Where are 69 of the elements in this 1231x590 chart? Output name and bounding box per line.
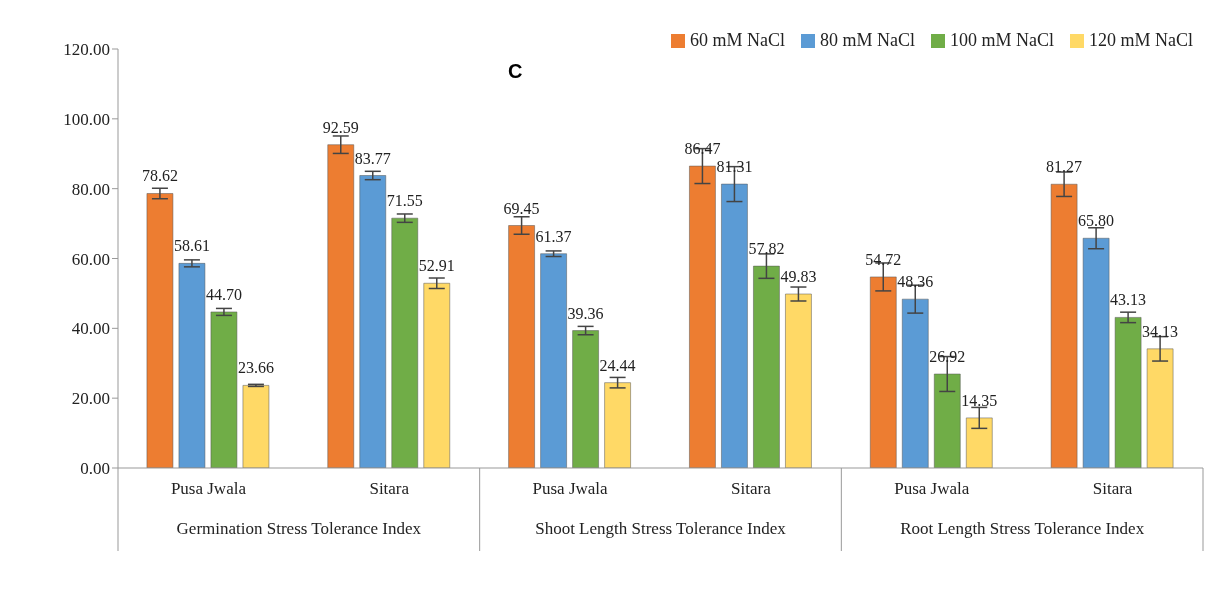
bar — [242, 385, 270, 468]
y-tick-label: 80.00 — [71, 179, 110, 199]
y-tick-label: 0.00 — [80, 459, 110, 479]
bar — [210, 311, 238, 468]
data-label: 24.44 — [599, 356, 636, 374]
text: Shoot Length Stress Tolerance Index — [535, 519, 787, 538]
legend-label: 100 mM NaCl — [948, 30, 1054, 51]
bar — [327, 144, 355, 468]
y-tick-label: 120.00 — [63, 40, 110, 60]
data-label: 14.35 — [961, 391, 998, 409]
data-label: 43.13 — [1110, 291, 1147, 309]
x-tick-label: Pusa Jwala — [894, 479, 970, 498]
data-label: 23.66 — [237, 359, 274, 377]
x-tick-label: Pusa Jwala — [532, 479, 609, 498]
y-tick-label: 40.00 — [71, 319, 110, 339]
data-label: 48.36 — [897, 273, 934, 291]
bar — [146, 193, 174, 468]
legend-label: 120 mM NaCl — [1088, 30, 1193, 51]
data-label: 52.91 — [418, 257, 455, 275]
data-label: 39.36 — [567, 304, 604, 322]
bar — [785, 293, 812, 468]
bar — [1082, 238, 1110, 468]
data-label: 83.77 — [354, 149, 391, 167]
x-tick-label: Sitara — [731, 479, 772, 498]
bar — [1050, 183, 1078, 468]
data-label: 86.47 — [684, 140, 721, 158]
x-tick-label: Sitara — [369, 479, 410, 498]
bar — [721, 183, 748, 468]
bar — [359, 175, 387, 468]
y-tick-label: 20.00 — [71, 389, 110, 409]
data-label: 81.27 — [1046, 158, 1083, 176]
bar — [902, 298, 929, 468]
bar — [753, 265, 780, 468]
bar — [391, 217, 419, 468]
data-label: 57.82 — [748, 240, 785, 258]
bar — [572, 330, 599, 468]
data-label: 71.55 — [386, 192, 423, 210]
data-label: 78.62 — [141, 167, 178, 185]
data-label: 54.72 — [865, 250, 902, 268]
text: Germination Stress Tolerance Index — [176, 519, 422, 538]
data-label: 34.13 — [1142, 322, 1179, 340]
bar — [508, 225, 535, 468]
data-label: 61.37 — [535, 227, 572, 245]
bar — [1114, 317, 1142, 468]
y-tick-label: 60.00 — [71, 249, 110, 269]
text: Root Length Stress Tolerance Index — [900, 519, 1145, 538]
bar — [423, 283, 451, 468]
data-label: 92.59 — [322, 118, 359, 136]
annotation: C — [508, 60, 523, 83]
bar — [870, 276, 897, 468]
x-tick-label: Sitara — [1092, 479, 1133, 498]
bar — [178, 263, 206, 468]
data-label: 65.80 — [1078, 212, 1115, 230]
bar — [1146, 348, 1174, 468]
data-label: 26.92 — [929, 348, 966, 365]
bar — [540, 253, 567, 468]
data-label: 81.31 — [716, 158, 753, 176]
data-label: 44.70 — [205, 285, 242, 303]
data-label: 69.45 — [503, 199, 540, 217]
bar — [689, 165, 716, 468]
data-label: 58.61 — [173, 237, 210, 255]
legend-label: 60 mM NaCl — [688, 30, 785, 51]
y-tick-label: 100.00 — [63, 109, 110, 129]
bar — [966, 417, 993, 468]
bar — [604, 382, 631, 468]
x-tick-label: Pusa Jwala — [170, 479, 247, 498]
bar — [934, 373, 961, 468]
legend-label: 80 mM NaCl — [818, 30, 915, 51]
data-label: 49.83 — [780, 268, 817, 286]
